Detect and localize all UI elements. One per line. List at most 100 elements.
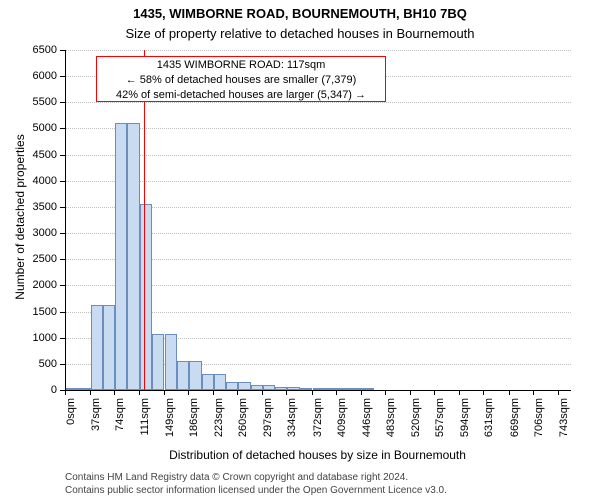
ytick-mark [60, 181, 65, 182]
ytick-mark [60, 285, 65, 286]
histogram-bar [362, 388, 374, 390]
annotation-line: ← 58% of detached houses are smaller (7,… [101, 73, 381, 88]
xtick-label: 631sqm [483, 398, 495, 448]
histogram-bar [177, 361, 189, 390]
xtick-label: 520sqm [410, 398, 422, 448]
xtick-label: 223sqm [213, 398, 225, 448]
xtick-label: 111sqm [139, 398, 151, 448]
y-axis-label: Number of detached properties [13, 107, 27, 327]
ytick-label: 4500 [0, 149, 57, 161]
xtick-label: 297sqm [262, 398, 274, 448]
ytick-label: 2500 [0, 253, 57, 265]
histogram-bar [300, 388, 312, 390]
ytick-label: 1000 [0, 332, 57, 344]
histogram-bar [140, 204, 152, 390]
xtick-label: 260sqm [237, 398, 249, 448]
histogram-bar [127, 123, 139, 390]
xtick-mark [188, 390, 189, 395]
xtick-mark [483, 390, 484, 395]
xtick-mark [385, 390, 386, 395]
xtick-mark [213, 390, 214, 395]
ytick-mark [60, 312, 65, 313]
annotation-line: 1435 WIMBORNE ROAD: 117sqm [101, 58, 381, 73]
xtick-mark [533, 390, 534, 395]
xtick-label: 372sqm [312, 398, 324, 448]
ytick-mark [60, 102, 65, 103]
histogram-bar [189, 361, 201, 390]
histogram-bar [103, 305, 115, 390]
histogram-bar [152, 334, 164, 390]
xtick-mark [459, 390, 460, 395]
histogram-bar [337, 388, 349, 390]
xtick-label: 557sqm [434, 398, 446, 448]
xtick-mark [139, 390, 140, 395]
footer-line-2: Contains public sector information licen… [65, 485, 447, 496]
ytick-mark [60, 128, 65, 129]
ytick-mark [60, 259, 65, 260]
gridline [66, 128, 571, 129]
xtick-label: 594sqm [459, 398, 471, 448]
xtick-label: 483sqm [385, 398, 397, 448]
xtick-label: 186sqm [188, 398, 200, 448]
page-title: 1435, WIMBORNE ROAD, BOURNEMOUTH, BH10 7… [0, 6, 600, 21]
ytick-label: 2000 [0, 279, 57, 291]
xtick-label: 669sqm [509, 398, 521, 448]
ytick-mark [60, 364, 65, 365]
gridline [66, 181, 571, 182]
xtick-mark [90, 390, 91, 395]
xtick-label: 409sqm [336, 398, 348, 448]
chart-plot-area: 1435 WIMBORNE ROAD: 117sqm← 58% of detac… [65, 50, 571, 391]
histogram-bar [263, 385, 275, 390]
ytick-label: 6500 [0, 44, 57, 56]
xtick-mark [237, 390, 238, 395]
footer-line-1: Contains HM Land Registry data © Crown c… [65, 472, 408, 483]
xtick-mark [434, 390, 435, 395]
ytick-label: 500 [0, 358, 57, 370]
ytick-label: 3500 [0, 201, 57, 213]
ytick-label: 5500 [0, 96, 57, 108]
ytick-label: 6000 [0, 70, 57, 82]
ytick-label: 4000 [0, 175, 57, 187]
gridline [66, 50, 571, 51]
xtick-mark [114, 390, 115, 395]
histogram-bar [66, 388, 78, 390]
xtick-mark [65, 390, 66, 395]
histogram-bar [226, 382, 238, 390]
xtick-mark [312, 390, 313, 395]
ytick-mark [60, 233, 65, 234]
xtick-mark [262, 390, 263, 395]
xtick-mark [336, 390, 337, 395]
xtick-label: 74sqm [114, 398, 126, 448]
histogram-bar [238, 382, 250, 390]
histogram-bar [214, 374, 226, 390]
xtick-mark [509, 390, 510, 395]
xtick-label: 743sqm [558, 398, 570, 448]
xtick-label: 446sqm [361, 398, 373, 448]
ytick-mark [60, 50, 65, 51]
annotation-box: 1435 WIMBORNE ROAD: 117sqm← 58% of detac… [96, 56, 386, 102]
ytick-mark [60, 76, 65, 77]
ytick-label: 1500 [0, 306, 57, 318]
histogram-bar [202, 374, 214, 390]
annotation-line: 42% of semi-detached houses are larger (… [101, 88, 381, 103]
xtick-mark [410, 390, 411, 395]
histogram-bar [91, 305, 103, 390]
xtick-label: 706sqm [533, 398, 545, 448]
ytick-mark [60, 155, 65, 156]
xtick-label: 37sqm [90, 398, 102, 448]
ytick-label: 5000 [0, 122, 57, 134]
ytick-mark [60, 338, 65, 339]
histogram-bar [165, 334, 177, 390]
histogram-bar [313, 388, 325, 390]
page-subtitle: Size of property relative to detached ho… [0, 26, 600, 41]
ytick-label: 3000 [0, 227, 57, 239]
xtick-label: 0sqm [65, 398, 77, 448]
histogram-bar [287, 387, 299, 390]
histogram-bar [115, 123, 127, 390]
ytick-mark [60, 207, 65, 208]
gridline [66, 155, 571, 156]
xtick-mark [164, 390, 165, 395]
x-axis-label: Distribution of detached houses by size … [65, 448, 570, 462]
xtick-mark [558, 390, 559, 395]
xtick-label: 334sqm [286, 398, 298, 448]
